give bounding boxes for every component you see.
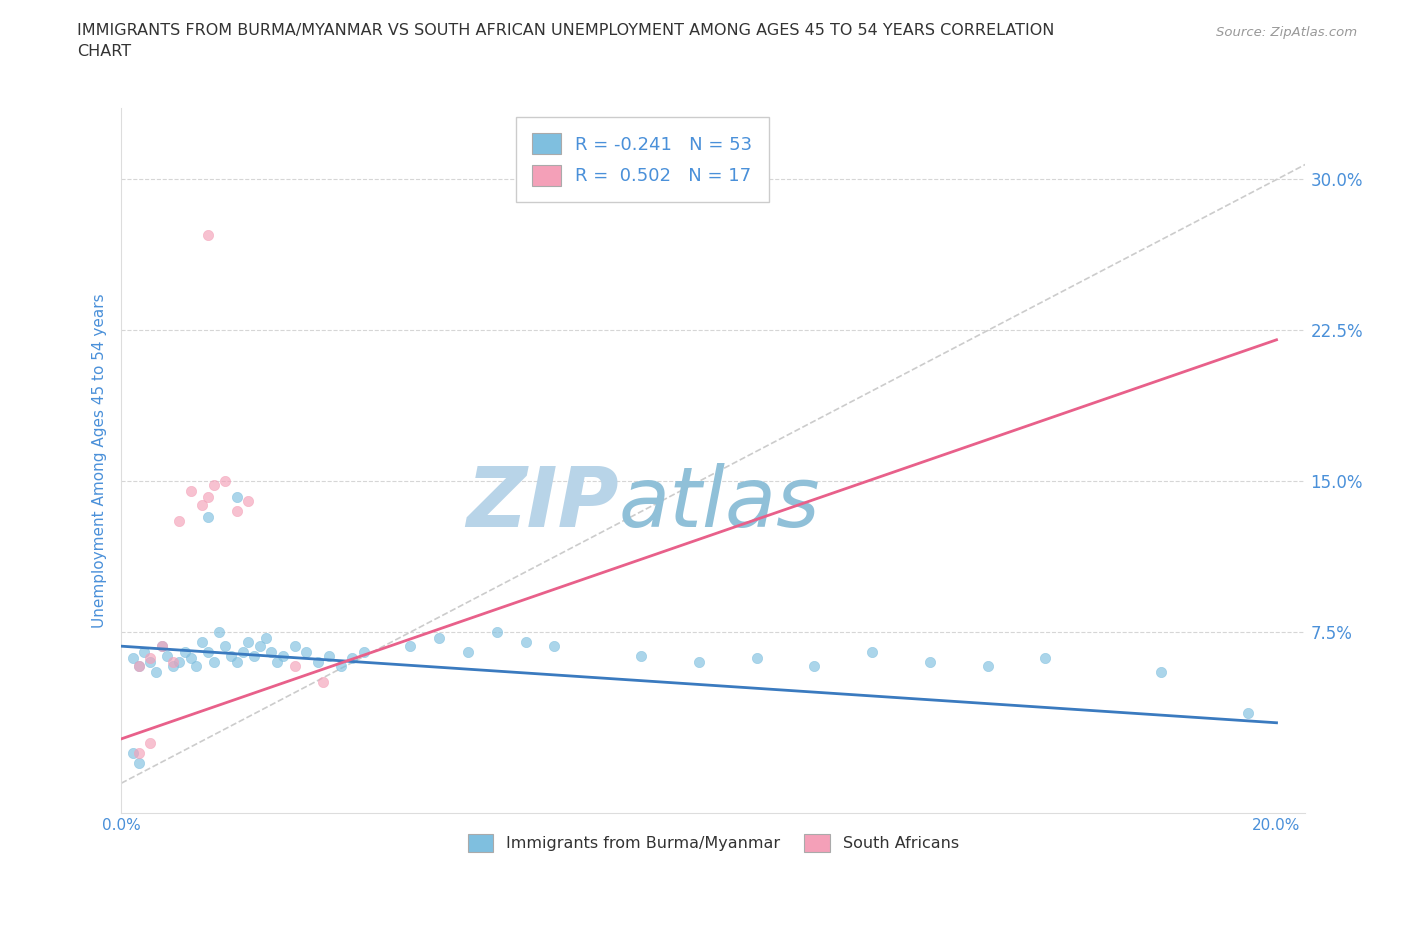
Point	[307, 655, 329, 670]
Point	[197, 228, 219, 243]
Legend: Immigrants from Burma/Myanmar, South Africans: Immigrants from Burma/Myanmar, South Afr…	[461, 827, 965, 858]
Point	[197, 510, 219, 525]
Text: Source: ZipAtlas.com: Source: ZipAtlas.com	[1216, 26, 1357, 39]
Point	[191, 634, 214, 649]
Text: atlas: atlas	[619, 462, 820, 543]
Point	[976, 658, 998, 673]
Point	[543, 639, 565, 654]
Point	[197, 644, 219, 659]
Point	[271, 649, 294, 664]
Point	[225, 489, 247, 504]
Point	[139, 651, 162, 666]
Point	[225, 655, 247, 670]
Point	[231, 644, 253, 659]
Point	[688, 655, 710, 670]
Point	[162, 655, 184, 670]
Y-axis label: Unemployment Among Ages 45 to 54 years: Unemployment Among Ages 45 to 54 years	[93, 294, 107, 628]
Point	[150, 639, 173, 654]
Point	[150, 639, 173, 654]
Point	[225, 504, 247, 519]
Point	[202, 655, 225, 670]
Point	[427, 631, 450, 645]
Point	[156, 649, 179, 664]
Point	[238, 494, 260, 509]
Point	[162, 658, 184, 673]
Point	[1150, 665, 1173, 680]
Point	[238, 634, 260, 649]
Point	[342, 651, 364, 666]
Point	[167, 655, 190, 670]
Point	[312, 675, 335, 690]
Point	[283, 639, 305, 654]
Point	[260, 644, 283, 659]
Point	[197, 489, 219, 504]
Point	[249, 639, 271, 654]
Point	[457, 644, 479, 659]
Point	[329, 658, 352, 673]
Point	[121, 651, 143, 666]
Point	[128, 746, 150, 761]
Point	[214, 473, 236, 488]
Point	[167, 513, 190, 528]
Point	[1236, 705, 1258, 720]
Point	[254, 631, 277, 645]
Point	[219, 649, 242, 664]
Point	[128, 658, 150, 673]
Point	[180, 651, 202, 666]
Point	[128, 658, 150, 673]
Point	[243, 649, 266, 664]
Point	[202, 477, 225, 492]
Point	[918, 655, 941, 670]
Point	[214, 639, 236, 654]
Point	[318, 649, 340, 664]
Point	[353, 644, 375, 659]
Point	[295, 644, 318, 659]
Point	[515, 634, 537, 649]
Point	[1035, 651, 1057, 666]
Point	[180, 484, 202, 498]
Point	[139, 736, 162, 751]
Text: IMMIGRANTS FROM BURMA/MYANMAR VS SOUTH AFRICAN UNEMPLOYMENT AMONG AGES 45 TO 54 : IMMIGRANTS FROM BURMA/MYANMAR VS SOUTH A…	[77, 23, 1054, 60]
Point	[283, 658, 305, 673]
Point	[208, 625, 231, 640]
Point	[485, 625, 508, 640]
Point	[134, 644, 156, 659]
Point	[139, 655, 162, 670]
Point	[121, 746, 143, 761]
Point	[745, 651, 768, 666]
Text: ZIP: ZIP	[465, 462, 619, 543]
Point	[803, 658, 825, 673]
Point	[128, 756, 150, 771]
Point	[630, 649, 652, 664]
Point	[191, 498, 214, 512]
Point	[860, 644, 883, 659]
Point	[266, 655, 288, 670]
Point	[399, 639, 422, 654]
Point	[186, 658, 208, 673]
Point	[145, 665, 167, 680]
Point	[173, 644, 195, 659]
